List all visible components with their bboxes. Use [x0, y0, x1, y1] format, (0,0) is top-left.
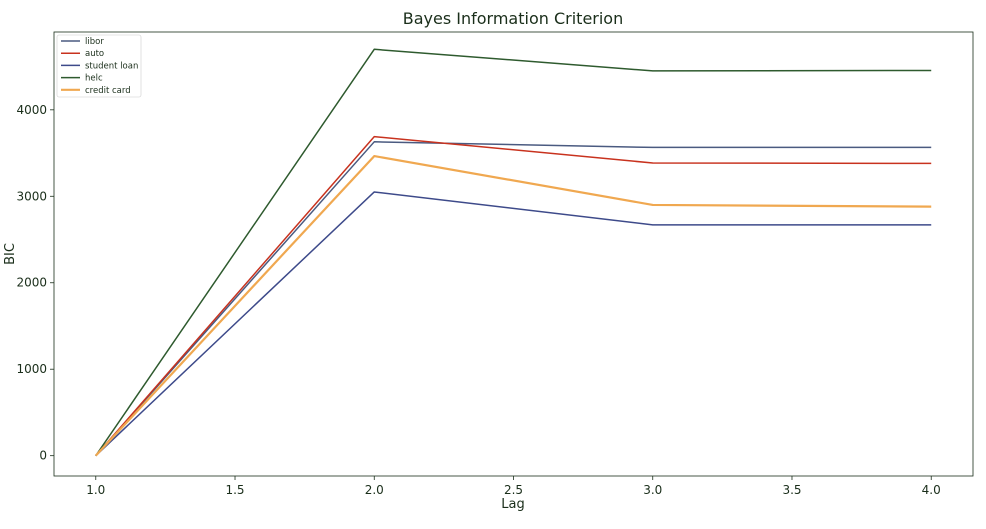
series-lines — [94, 48, 932, 457]
series-line-auto — [95, 135, 932, 457]
legend-label: libor — [85, 37, 104, 47]
x-tick-label: 3.0 — [643, 483, 662, 497]
y-tick-label: 2000 — [16, 276, 47, 290]
plot-area — [53, 31, 974, 477]
series-line-helc — [95, 48, 932, 457]
legend-label: credit card — [85, 86, 131, 96]
series-line-credit-card — [94, 154, 932, 457]
y-tick-label: 0 — [39, 449, 47, 463]
x-tick-label: 1.5 — [225, 483, 244, 497]
legend-label: auto — [85, 49, 104, 59]
legend-box — [56, 34, 142, 98]
x-axis: 1.0 1.5 2.0 2.5 3.0 3.5 4.0 — [86, 476, 941, 497]
x-tick-label: 2.5 — [504, 483, 523, 497]
x-tick-label: 4.0 — [922, 483, 941, 497]
y-tick-label: 1000 — [16, 362, 47, 376]
series-line-student-loan — [95, 191, 932, 457]
legend: libor auto student loan helc credit card — [56, 34, 142, 98]
series-line-libor — [95, 141, 932, 457]
legend-label: student loan — [85, 61, 138, 71]
legend-label: helc — [85, 74, 103, 84]
x-tick-label: 2.0 — [365, 483, 384, 497]
y-axis-label: BIC — [3, 243, 18, 265]
y-axis: 0 1000 2000 3000 4000 — [16, 103, 54, 463]
x-tick-label: 3.5 — [782, 483, 801, 497]
x-tick-label: 1.0 — [86, 483, 105, 497]
y-tick-label: 3000 — [16, 189, 47, 203]
x-axis-label: Lag — [501, 497, 524, 512]
y-tick-label: 4000 — [16, 103, 47, 117]
chart-title: Bayes Information Criterion — [403, 9, 623, 28]
